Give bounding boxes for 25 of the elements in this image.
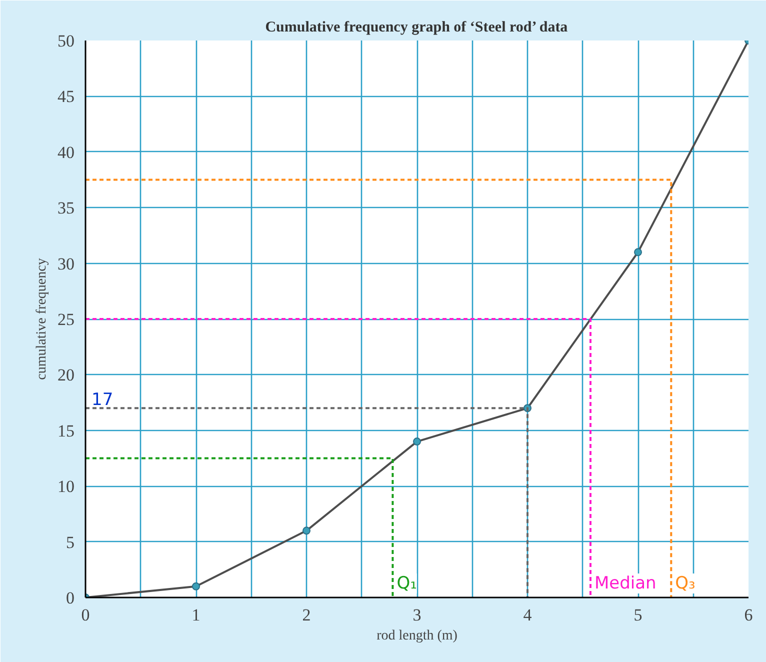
y-tick-label: 0 [66,588,74,608]
x-tick-label: 6 [744,606,753,624]
x-tick-label: 1 [192,606,200,624]
y-tick-label: 15 [58,421,74,440]
y-tick-label: 10 [58,477,74,496]
y-axis-title: cumulative frequency [34,258,50,380]
x-tick-label: 4 [523,606,532,624]
x-tick-label: 5 [634,606,642,624]
y-tick-label: 50 [58,32,74,50]
x-tick-label: 3 [412,606,422,624]
annotation: Q₃ [675,574,696,594]
y-tick-label: 20 [58,366,74,385]
annotation: Q₁ [396,574,417,594]
annotation: Median [594,574,656,594]
x-tick-label: 0 [81,606,90,624]
x-tick-label: 2 [302,606,311,624]
y-tick-label: 40 [58,142,74,162]
y-tick-label: 25 [58,310,74,329]
y-tick-label: 45 [58,87,74,106]
y-tick-label: 5 [66,532,74,552]
annotation: 17 [92,390,114,410]
y-tick-label: 35 [58,198,74,218]
x-axis-title: rod length (m) [376,628,458,644]
chart-title: Cumulative frequency graph of ‘Steel rod’ data [265,20,568,36]
y-tick-label: 30 [58,254,74,274]
